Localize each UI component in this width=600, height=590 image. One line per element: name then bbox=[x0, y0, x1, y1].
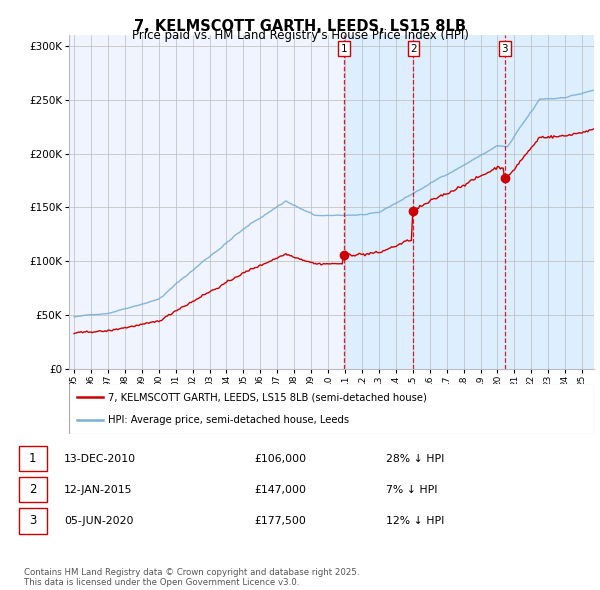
Text: £106,000: £106,000 bbox=[254, 454, 306, 464]
Text: 3: 3 bbox=[502, 44, 508, 54]
Bar bbox=[344, 35, 594, 369]
Text: Contains HM Land Registry data © Crown copyright and database right 2025.
This d: Contains HM Land Registry data © Crown c… bbox=[24, 568, 359, 587]
Text: 12-JAN-2015: 12-JAN-2015 bbox=[64, 485, 133, 494]
Text: 1: 1 bbox=[29, 452, 37, 465]
Text: 12% ↓ HPI: 12% ↓ HPI bbox=[386, 516, 445, 526]
Text: 05-JUN-2020: 05-JUN-2020 bbox=[64, 516, 133, 526]
Text: HPI: Average price, semi-detached house, Leeds: HPI: Average price, semi-detached house,… bbox=[109, 415, 349, 425]
Text: 7% ↓ HPI: 7% ↓ HPI bbox=[386, 485, 438, 494]
Text: 2: 2 bbox=[410, 44, 417, 54]
Bar bbox=[19, 508, 47, 533]
Bar bbox=[19, 446, 47, 471]
Text: 7, KELMSCOTT GARTH, LEEDS, LS15 8LB (semi-detached house): 7, KELMSCOTT GARTH, LEEDS, LS15 8LB (sem… bbox=[109, 392, 427, 402]
Bar bbox=[19, 477, 47, 503]
Text: £147,000: £147,000 bbox=[254, 485, 306, 494]
Text: 7, KELMSCOTT GARTH, LEEDS, LS15 8LB: 7, KELMSCOTT GARTH, LEEDS, LS15 8LB bbox=[134, 19, 466, 34]
Text: 3: 3 bbox=[29, 514, 37, 527]
Text: £177,500: £177,500 bbox=[254, 516, 306, 526]
Text: 2: 2 bbox=[29, 483, 37, 496]
Text: 28% ↓ HPI: 28% ↓ HPI bbox=[386, 454, 445, 464]
Text: Price paid vs. HM Land Registry's House Price Index (HPI): Price paid vs. HM Land Registry's House … bbox=[131, 30, 469, 42]
Text: 1: 1 bbox=[341, 44, 347, 54]
Text: 13-DEC-2010: 13-DEC-2010 bbox=[64, 454, 136, 464]
